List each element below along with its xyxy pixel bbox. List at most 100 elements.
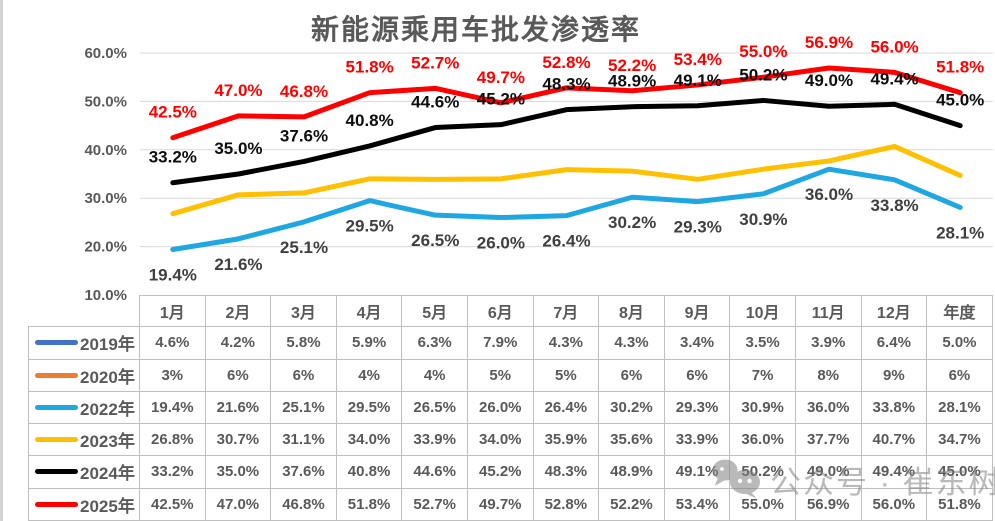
table-cell: 3% bbox=[140, 359, 206, 392]
table-col-header: 年度 bbox=[927, 295, 993, 328]
legend-item-2023年: 2023年 bbox=[28, 424, 140, 457]
legend-swatch bbox=[35, 501, 78, 507]
table-cell: 6% bbox=[205, 359, 272, 392]
table-cell: 34.7% bbox=[927, 424, 993, 457]
table-cell: 49.4% bbox=[861, 456, 928, 489]
table-cell: 51.8% bbox=[336, 488, 403, 521]
table-cell: 49.1% bbox=[664, 456, 731, 489]
data-label-2025年: 52.7% bbox=[411, 53, 459, 72]
table-cell: 53.4% bbox=[664, 488, 731, 521]
data-label-2022年: 33.8% bbox=[870, 196, 918, 215]
legend-swatch bbox=[35, 469, 78, 475]
table-cell: 4.3% bbox=[599, 327, 665, 360]
table-corner-spacer bbox=[28, 295, 140, 328]
data-label-2025年: 49.7% bbox=[477, 68, 525, 87]
legend-label: 2023年 bbox=[80, 432, 135, 452]
y-axis-tick-label: 10.0% bbox=[84, 287, 127, 304]
table-col-header: 7月 bbox=[533, 295, 600, 328]
y-axis-tick-label: 20.0% bbox=[84, 239, 127, 256]
data-label-2022年: 19.4% bbox=[149, 266, 197, 285]
table-cell: 52.2% bbox=[599, 488, 665, 521]
table-cell: 42.5% bbox=[140, 488, 206, 521]
legend-swatch bbox=[35, 372, 78, 378]
table-cell: 4.3% bbox=[533, 327, 600, 360]
table-cell: 51.8% bbox=[927, 488, 993, 521]
table-cell: 45.0% bbox=[927, 456, 993, 489]
table-cell: 4.6% bbox=[140, 327, 206, 360]
table-cell: 55.0% bbox=[730, 488, 796, 521]
table-cell: 46.8% bbox=[271, 488, 337, 521]
table-cell: 49.7% bbox=[467, 488, 534, 521]
data-label-2024年: 40.8% bbox=[346, 111, 394, 130]
table-cell: 40.7% bbox=[861, 424, 928, 457]
table-cell: 35.0% bbox=[205, 456, 272, 489]
data-label-2025年: 56.9% bbox=[805, 33, 853, 52]
table-cell: 5.8% bbox=[271, 327, 337, 360]
table-col-header: 5月 bbox=[402, 295, 468, 328]
table-cell: 3.4% bbox=[664, 327, 731, 360]
table-cell: 21.6% bbox=[205, 391, 272, 425]
series-line-2025年 bbox=[170, 65, 963, 141]
table-cell: 33.8% bbox=[861, 391, 928, 425]
table-cell: 28.1% bbox=[927, 391, 993, 425]
table-cell: 30.2% bbox=[599, 391, 665, 425]
data-label-2024年: 45.2% bbox=[477, 90, 525, 109]
data-label-2024年: 35.0% bbox=[214, 139, 262, 158]
y-axis-tick-label: 50.0% bbox=[84, 93, 127, 110]
table-col-header: 11月 bbox=[795, 295, 862, 328]
table-cell: 6% bbox=[664, 359, 731, 392]
table-cell: 33.9% bbox=[664, 424, 731, 457]
table-col-header: 2月 bbox=[205, 295, 272, 328]
table-cell: 49.0% bbox=[795, 456, 862, 489]
legend-item-2025年: 2025年 bbox=[28, 488, 140, 521]
table-col-header: 6月 bbox=[467, 295, 534, 328]
table-cell: 31.1% bbox=[271, 424, 337, 457]
data-label-2024年: 49.4% bbox=[870, 69, 918, 88]
data-label-2022年: 26.0% bbox=[477, 234, 525, 253]
table-cell: 5.9% bbox=[336, 327, 403, 360]
data-label-2022年: 30.2% bbox=[608, 213, 656, 232]
table-cell: 35.6% bbox=[599, 424, 665, 457]
table-cell: 56.0% bbox=[861, 488, 928, 521]
legend-label: 2025年 bbox=[80, 496, 135, 516]
data-label-2024年: 48.3% bbox=[542, 75, 590, 94]
legend-label: 2022年 bbox=[80, 399, 135, 419]
y-axis-tick-label: 60.0% bbox=[84, 45, 127, 62]
table-cell: 25.1% bbox=[271, 391, 337, 425]
legend-swatch bbox=[35, 437, 78, 443]
table-col-header: 10月 bbox=[730, 295, 796, 328]
data-label-2022年: 29.5% bbox=[346, 217, 394, 236]
table-cell: 7% bbox=[730, 359, 796, 392]
table-cell: 9% bbox=[861, 359, 928, 392]
table-cell: 29.3% bbox=[664, 391, 731, 425]
table-cell: 26.8% bbox=[140, 424, 206, 457]
data-label-2024年: 33.2% bbox=[149, 148, 197, 167]
table-cell: 8% bbox=[795, 359, 862, 392]
table-cell: 30.7% bbox=[205, 424, 272, 457]
table-cell: 5% bbox=[467, 359, 534, 392]
table-cell: 33.9% bbox=[402, 424, 468, 457]
data-label-2024年: 48.9% bbox=[608, 72, 656, 91]
legend-label: 2024年 bbox=[80, 464, 135, 484]
table-cell: 45.2% bbox=[467, 456, 534, 489]
table-cell: 7.9% bbox=[467, 327, 534, 360]
data-label-2025年: 47.0% bbox=[214, 81, 262, 100]
table-cell: 5.0% bbox=[927, 327, 993, 360]
table-cell: 52.8% bbox=[533, 488, 600, 521]
data-label-2022年: 26.5% bbox=[411, 231, 459, 250]
data-label-2025年: 51.8% bbox=[936, 58, 984, 77]
data-label-2024年: 49.1% bbox=[674, 71, 722, 90]
data-label-2024年: 37.6% bbox=[280, 126, 328, 145]
table-cell: 34.0% bbox=[467, 424, 534, 457]
data-label-2024年: 45.0% bbox=[936, 91, 984, 110]
table-cell: 37.7% bbox=[795, 424, 862, 457]
table-col-header: 9月 bbox=[664, 295, 731, 328]
legend-label: 2019年 bbox=[80, 335, 135, 355]
data-label-2025年: 52.8% bbox=[542, 53, 590, 72]
table-cell: 4% bbox=[336, 359, 403, 392]
table-cell: 6.3% bbox=[402, 327, 468, 360]
data-label-2025年: 55.0% bbox=[739, 42, 787, 61]
table-cell: 36.0% bbox=[730, 424, 796, 457]
data-label-2025年: 46.8% bbox=[280, 82, 328, 101]
